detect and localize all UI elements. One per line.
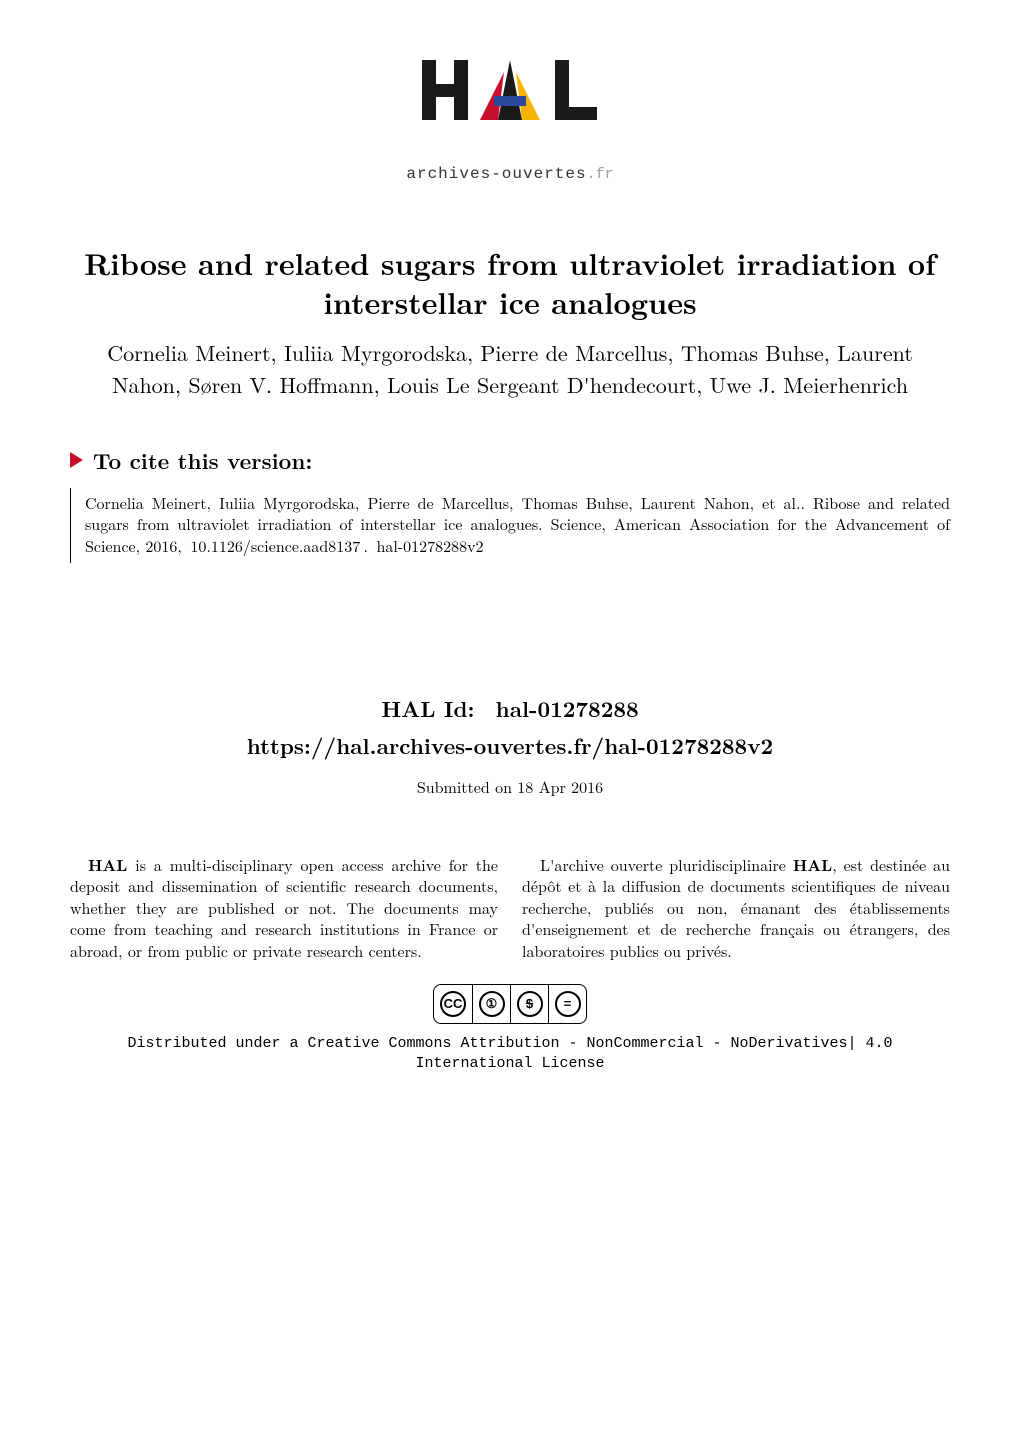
paper-authors: Cornelia Meinert, Iuliia Myrgorodska, Pi… <box>70 337 950 401</box>
description-col-right: L'archive ouverte pluridisciplinaire HAL… <box>522 854 950 962</box>
description-columns: HAL is a multi-disciplinary open access … <box>70 854 950 962</box>
cc-cell-by: ① <box>472 985 510 1023</box>
cite-block: To cite this version: Cornelia Meinert, … <box>70 445 950 563</box>
hal-id-block: HAL Id: hal-01278288 https://hal.archive… <box>0 693 1020 798</box>
hal-logo-icon <box>410 50 610 160</box>
triangle-bullet-icon <box>70 452 83 468</box>
hal-logo: archives-ouvertes.fr <box>406 50 613 183</box>
cc-icon: CC <box>440 991 466 1017</box>
paper-title: Ribose and related sugars from ultraviol… <box>70 243 950 321</box>
cc-badge-wrap: CC ① $ = <box>0 984 1020 1024</box>
submitted-line: Submitted on 18 Apr 2016 <box>0 775 1020 798</box>
description-left-text: HAL is a multi-disciplinary open access … <box>70 854 498 962</box>
hal-logo-block: archives-ouvertes.fr <box>0 0 1020 183</box>
title-block: Ribose and related sugars from ultraviol… <box>0 183 1020 401</box>
license-text-line1: Distributed under a Creative Commons Att… <box>0 1034 1020 1054</box>
description-right-text: L'archive ouverte pluridisciplinaire HAL… <box>522 854 950 962</box>
logo-text-line: archives-ouvertes.fr <box>406 160 613 183</box>
cc-badge: CC ① $ = <box>433 984 587 1024</box>
license-text-line2: International License <box>0 1054 1020 1074</box>
cite-header-text: To cite this version: <box>93 445 312 476</box>
logo-domain-text: .fr <box>587 166 614 183</box>
description-col-left: HAL is a multi-disciplinary open access … <box>70 854 498 962</box>
by-icon: ① <box>479 991 505 1017</box>
license-text: Distributed under a Creative Commons Att… <box>0 1034 1020 1075</box>
nd-icon: = <box>555 991 581 1017</box>
hal-id-line: HAL Id: hal-01278288 <box>0 693 1020 724</box>
cc-cell-nc: $ <box>510 985 548 1023</box>
license-block: CC ① $ = Distributed under a Creative Co… <box>0 984 1020 1075</box>
cc-cell-cc: CC <box>434 985 472 1023</box>
cc-cell-nd: = <box>548 985 586 1023</box>
logo-archives-text: archives-ouvertes <box>406 165 586 183</box>
hal-url-line[interactable]: https://hal.archives-ouvertes.fr/hal-012… <box>0 730 1020 761</box>
cite-header: To cite this version: <box>70 445 950 476</box>
nc-icon: $ <box>517 991 543 1017</box>
cite-body: Cornelia Meinert, Iuliia Myrgorodska, Pi… <box>70 488 950 563</box>
